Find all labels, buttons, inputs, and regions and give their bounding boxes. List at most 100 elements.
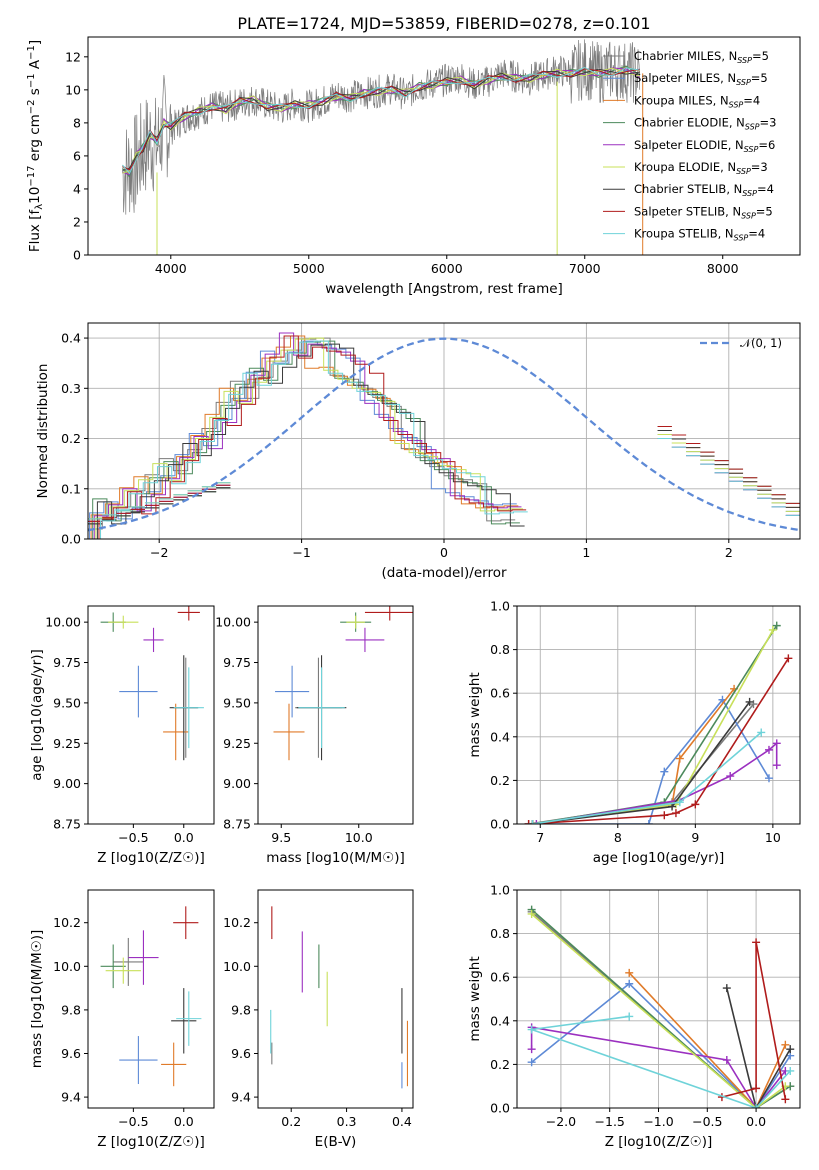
x-axis-label: Z [log10(Z/Z☉)] xyxy=(97,850,205,866)
legend-label: Chabrier MILES, NSSP=5 xyxy=(634,49,769,65)
plot-area-weight_vs_Z xyxy=(527,905,795,1108)
x-tick-label: 6000 xyxy=(431,261,463,276)
weight-marker xyxy=(524,820,533,824)
y-tick-label: 9.00 xyxy=(53,776,81,791)
x-axis-label: wavelength [Angstrom, rest frame] xyxy=(325,281,563,297)
plot-area-age_vs_Z xyxy=(100,606,204,761)
x-tick-label: 8 xyxy=(614,830,622,845)
y-tick-label: 0.4 xyxy=(61,331,81,346)
x-tick-label: 7 xyxy=(536,830,544,845)
x-tick-label: −2.0 xyxy=(546,1114,576,1129)
weight-marker xyxy=(772,761,781,770)
weight-marker xyxy=(786,1066,795,1075)
x-tick-label: −2 xyxy=(150,545,168,560)
axes-age_vs_mass: 9.5 10.0 8.75 9.00 9.25 9.50 9.75 10.00 mass [lo… xyxy=(215,605,414,866)
weight-marker xyxy=(752,1104,761,1108)
y-tick-label: 12 xyxy=(65,49,81,64)
axes-frame xyxy=(516,605,801,825)
hist-series-5 xyxy=(95,337,524,539)
y-tick-label: 0.0 xyxy=(490,1101,510,1116)
plot-area-spectrum xyxy=(122,39,644,255)
y-tick-label: 10 xyxy=(65,82,81,97)
weight-line-6 xyxy=(726,987,791,1108)
y-tick-label: 0.4 xyxy=(490,1013,510,1028)
y-tick-label: 10.00 xyxy=(215,615,251,630)
hist-series-2 xyxy=(90,335,519,539)
hist-series-7 xyxy=(98,335,527,539)
y-tick-label: 0.0 xyxy=(61,532,81,547)
weight-marker xyxy=(528,820,537,824)
weight-marker xyxy=(644,820,653,824)
weight-marker xyxy=(781,1095,790,1104)
legend: Chabrier MILES, NSSP=5 Salpeter MILES, NS… xyxy=(603,49,776,243)
plot-area-weight_vs_age xyxy=(524,621,793,824)
weight-marker xyxy=(772,621,781,630)
x-axis-label: Z [log10(Z/Z☉)] xyxy=(605,1134,713,1150)
axes-weight_vs_age: 7 8 9 10 0.0 0.2 0.4 0.6 0.8 1.0 age [log10(age/yr… xyxy=(467,599,801,866)
y-tick-label: 9.6 xyxy=(61,1046,81,1061)
weight-marker xyxy=(527,909,536,918)
weight-line-2 xyxy=(532,688,735,824)
legend-label: Salpeter STELIB, NSSP=5 xyxy=(634,204,773,220)
axes-spectrum: 4000 5000 6000 7000 8000 0 2 4 6 8 10 12 wavelength … xyxy=(26,36,801,297)
weight-marker xyxy=(768,625,777,634)
y-tick-label: 10.0 xyxy=(53,959,81,974)
y-axis-label: Flux [fλ10−17 erg cm−2 s−1 A−1] xyxy=(26,40,45,252)
model-line-8 xyxy=(122,67,640,175)
x-tick-label: −0.5 xyxy=(118,830,148,845)
axes-frame xyxy=(257,889,414,1109)
weight-marker xyxy=(527,1058,536,1067)
x-axis-label: mass [log10(M/M☉)] xyxy=(266,850,405,866)
weight-marker xyxy=(772,739,781,748)
weight-line-3 xyxy=(532,625,778,824)
weight-marker xyxy=(764,774,773,783)
weight-marker xyxy=(625,968,634,977)
legend-label: Chabrier ELODIE, NSSP=3 xyxy=(634,116,776,132)
legend-label: Chabrier STELIB, NSSP=4 xyxy=(634,182,774,198)
y-tick-label: 9.00 xyxy=(223,776,251,791)
y-axis-label: Normed distribution xyxy=(35,364,51,499)
weight-marker xyxy=(660,767,669,776)
x-tick-label: 10.0 xyxy=(345,830,373,845)
x-tick-label: 9 xyxy=(691,830,699,845)
weight-marker xyxy=(625,1012,634,1021)
x-tick-label: 8000 xyxy=(707,261,739,276)
y-tick-label: 0.4 xyxy=(490,729,510,744)
y-tick-label: 0.6 xyxy=(490,970,510,985)
x-tick-label: 0 xyxy=(440,545,448,560)
y-tick-label: 0.3 xyxy=(61,381,81,396)
figure-title: PLATE=1724, MJD=53859, FIBERID=0278, z=0… xyxy=(237,14,650,33)
legend-label: Salpeter MILES, NSSP=5 xyxy=(634,71,768,87)
weight-marker xyxy=(764,745,773,754)
x-tick-label: 10 xyxy=(765,830,781,845)
weight-line-4 xyxy=(536,741,778,824)
weight-marker xyxy=(527,1025,536,1034)
hist-series-3 xyxy=(92,340,520,539)
x-tick-label: −1.5 xyxy=(595,1114,625,1129)
y-axis-label: age [log10(age/yr)] xyxy=(29,649,45,781)
y-tick-label: 8.75 xyxy=(223,817,251,832)
axes-mass_vs_ebv: 0.2 0.3 0.4 9.4 9.6 9.8 10.0 10.2 E(B-V) xyxy=(223,889,414,1150)
weight-marker xyxy=(752,938,761,947)
y-tick-label: 0.6 xyxy=(490,686,510,701)
axes-weight_vs_Z: −2.0 −1.5 −1.0 −0.5 0.0 0.0 0.2 0.4 0.6 0.8 1.0 Z [… xyxy=(467,883,801,1150)
y-tick-label: 10.00 xyxy=(45,615,81,630)
y-tick-label: 4 xyxy=(73,181,81,196)
y-tick-label: 6 xyxy=(73,148,81,163)
y-tick-label: 0.2 xyxy=(61,431,81,446)
weight-line-0 xyxy=(531,911,791,1108)
hist-series-6 xyxy=(96,343,525,539)
y-tick-label: 10.0 xyxy=(223,959,251,974)
x-axis-label: E(B-V) xyxy=(315,1134,357,1150)
grid-residuals xyxy=(88,323,800,540)
weight-line-7 xyxy=(721,942,787,1100)
y-tick-label: 9.75 xyxy=(223,655,251,670)
normal-curve xyxy=(88,337,800,532)
y-tick-label: 9.4 xyxy=(231,1090,251,1105)
y-tick-label: 2 xyxy=(73,214,81,229)
hist-series-1 xyxy=(89,340,517,539)
y-tick-label: 9.75 xyxy=(53,655,81,670)
x-tick-label: 5000 xyxy=(293,261,325,276)
y-tick-label: 1.0 xyxy=(490,599,510,614)
